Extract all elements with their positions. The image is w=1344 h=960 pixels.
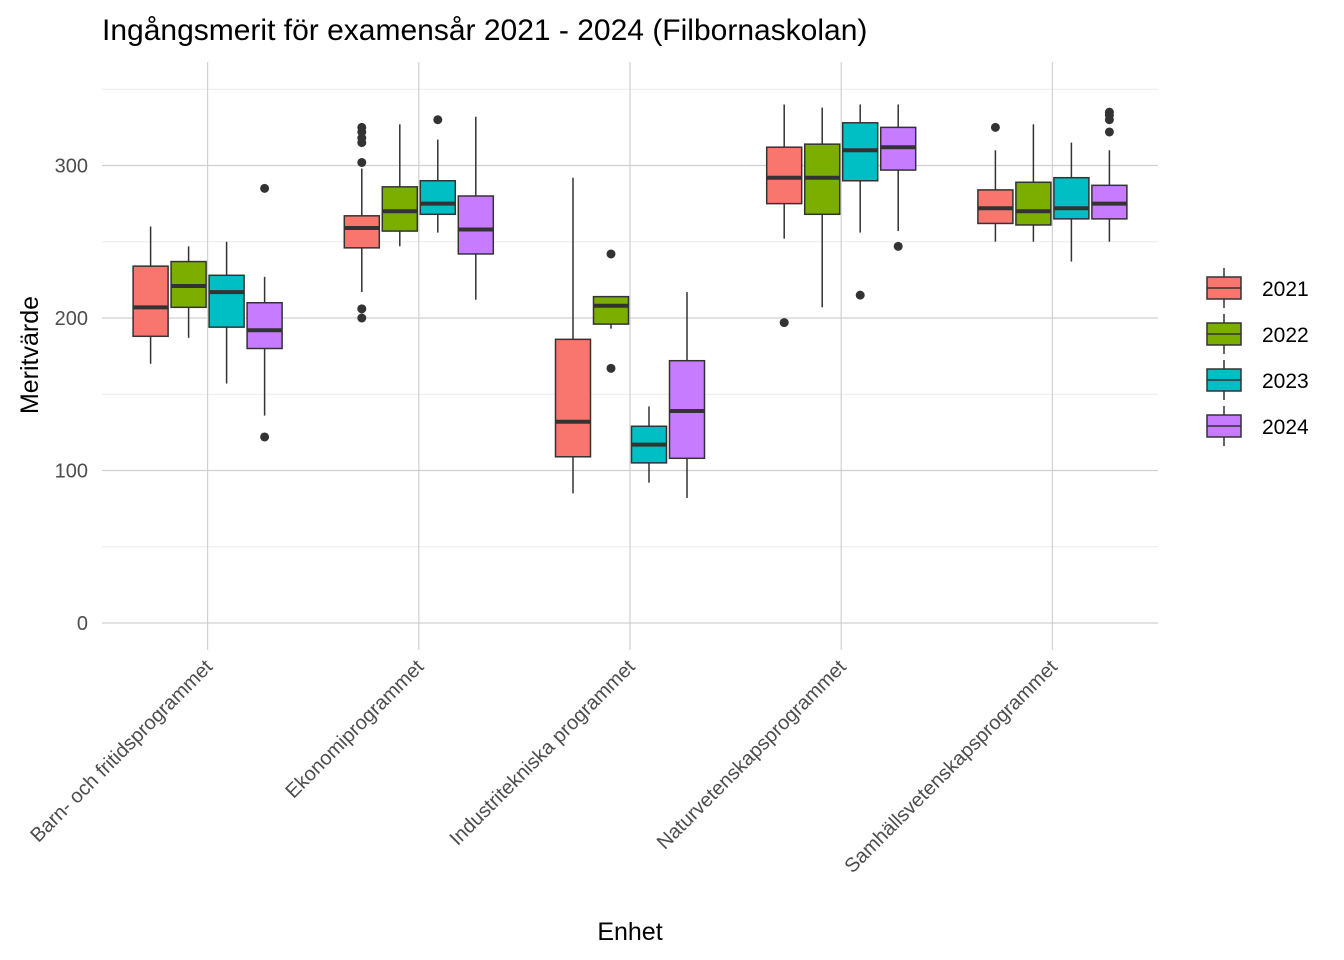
legend-label: 2023: [1262, 370, 1309, 393]
box-iqr: [381, 186, 419, 232]
outlier-point: [779, 318, 789, 328]
outlier-point: [260, 432, 270, 442]
box-iqr: [419, 180, 457, 216]
outlier-point: [357, 313, 367, 323]
legend-item-2023: 2023: [1206, 360, 1309, 400]
box-2023-0: [208, 241, 245, 384]
box-iqr: [765, 146, 803, 205]
box-2024-1: [457, 116, 495, 300]
legend-item-2024: 2024: [1206, 406, 1309, 446]
x-axis-ticks: Barn- och fritidsprogrammet Ekonomiprogra…: [26, 656, 1062, 878]
box-2022-2: [592, 249, 630, 373]
box-2021-4: [977, 122, 1014, 242]
legend-item-2021: 2021: [1206, 268, 1309, 308]
outlier-point: [893, 241, 903, 251]
box-iqr: [592, 295, 630, 325]
box-2024-2: [668, 292, 706, 498]
y-axis-title: Meritvärde: [16, 296, 44, 414]
x-axis-title: Enhet: [597, 918, 662, 946]
box-2021-2: [554, 177, 592, 494]
legend-label: 2022: [1262, 324, 1309, 347]
box-iqr: [457, 195, 495, 255]
outlier-point: [855, 290, 865, 300]
outlier-point: [1104, 127, 1114, 137]
outlier-point: [433, 115, 443, 125]
legend-label: 2024: [1262, 416, 1309, 439]
box-iqr: [343, 215, 381, 249]
outlier-point: [260, 183, 270, 193]
y-tick-label: 100: [55, 461, 88, 483]
outlier-point: [606, 249, 616, 259]
box-2023-4: [1053, 142, 1090, 262]
box-2022-3: [803, 107, 841, 308]
box-2023-3: [841, 104, 879, 300]
box-iqr: [132, 265, 169, 338]
grid: [102, 62, 1158, 650]
box-iqr: [208, 274, 245, 328]
x-tick-label: Ekonomiprogrammet: [282, 656, 429, 803]
x-tick-label: Industritekniska programmet: [446, 656, 640, 850]
outlier-point: [990, 122, 1000, 132]
box-2024-3: [879, 104, 917, 251]
outlier-point: [357, 157, 367, 167]
box-2022-1: [381, 124, 419, 247]
y-axis-ticks: 0 100 200 300: [55, 156, 88, 636]
outlier-point: [606, 363, 616, 373]
outlier-point: [357, 122, 367, 132]
legend-item-2022: 2022: [1206, 314, 1309, 354]
outlier-point: [357, 304, 367, 314]
box-iqr: [246, 302, 283, 350]
x-tick-label: Barn- och fritidsprogrammet: [26, 656, 217, 847]
box-2022-0: [170, 246, 207, 338]
box-2023-2: [630, 406, 668, 483]
chart-title: Ingångsmerit för examensår 2021 - 2024 (…: [102, 14, 867, 47]
box-iqr: [554, 338, 592, 458]
box-2023-1: [419, 115, 457, 233]
box-iqr: [1053, 176, 1090, 220]
x-tick-label: Samhällsvetenskapsprogrammet: [840, 656, 1062, 878]
y-tick-label: 300: [55, 156, 88, 178]
outlier-point: [1104, 107, 1114, 117]
box-2024-4: [1091, 107, 1128, 242]
legend: 2021 2022 2023 2024: [1206, 268, 1309, 446]
x-tick-label: Naturvetenskapsprogrammet: [653, 656, 851, 854]
box-2021-1: [343, 122, 381, 323]
box-2021-3: [765, 104, 803, 328]
box-2021-0: [132, 226, 169, 364]
box-2022-4: [1015, 124, 1052, 242]
legend-label: 2021: [1262, 278, 1309, 301]
y-tick-label: 200: [55, 308, 88, 330]
y-tick-label: 0: [77, 613, 88, 635]
box-iqr: [1015, 181, 1052, 226]
boxes: [132, 104, 1128, 498]
box-2024-0: [246, 183, 283, 442]
